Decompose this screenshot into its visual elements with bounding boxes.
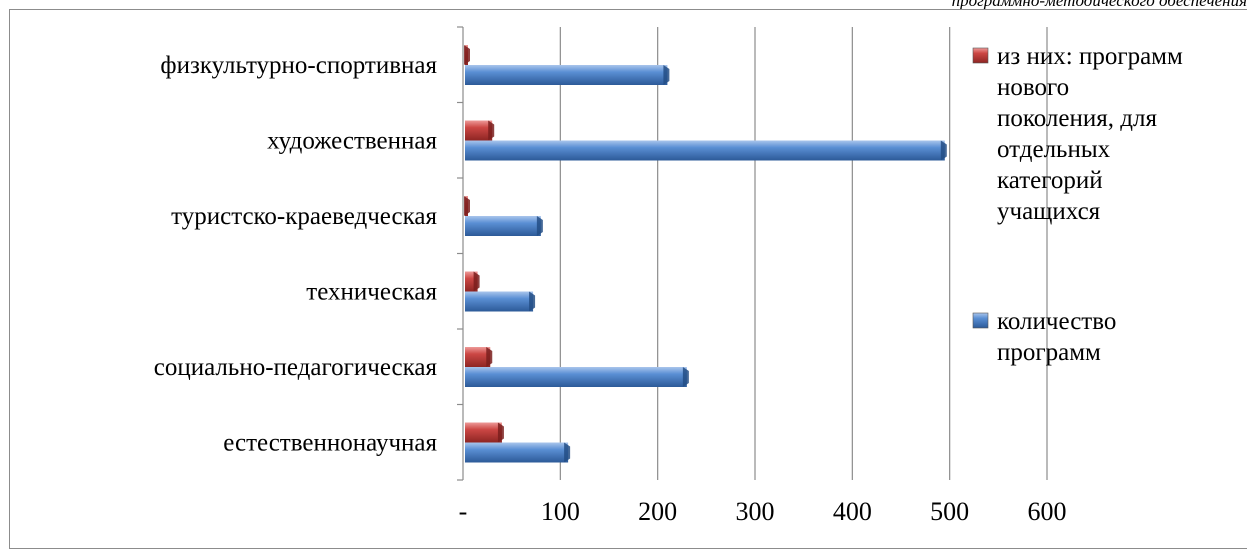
bar-total-4-cap bbox=[682, 367, 689, 387]
bars bbox=[464, 45, 947, 463]
legend-new-text: учащихся bbox=[997, 198, 1101, 225]
bar-new-3-cap bbox=[473, 271, 480, 292]
bar-chart: физкультурно-спортивная художественная тур… bbox=[154, 26, 1183, 526]
category-label-1: художественная bbox=[267, 127, 437, 154]
bar-total-2 bbox=[465, 216, 543, 236]
category-label-5: естественнонаучная bbox=[223, 429, 437, 456]
category-label-2: туристско-краеведческая bbox=[171, 203, 437, 230]
legend-total-swatch bbox=[972, 312, 989, 329]
bar-new-2 bbox=[464, 196, 470, 216]
bar-total-0-face bbox=[465, 65, 668, 85]
category-label-0: физкультурно-спортивная bbox=[160, 52, 437, 79]
x-tick-label-200: 200 bbox=[638, 497, 677, 526]
category-label-4: социально-педагогическая bbox=[154, 354, 438, 381]
bar-total-1-face bbox=[465, 140, 945, 161]
bar-total-2-cap bbox=[536, 216, 543, 236]
bar-new-4-cap bbox=[486, 347, 493, 367]
bar-total-1-cap bbox=[940, 140, 947, 161]
legend-new-text: нового bbox=[997, 74, 1069, 101]
bar-total-5-face bbox=[465, 442, 569, 463]
legend-new-text: отдельных bbox=[997, 136, 1111, 163]
bar-total-3-cap bbox=[529, 291, 536, 312]
bar-total-3-face bbox=[465, 291, 534, 312]
x-tick-label-0: - bbox=[459, 497, 468, 526]
bar-new-4-face bbox=[465, 347, 491, 367]
bar-new-5-cap bbox=[497, 422, 504, 443]
bar-total-0 bbox=[465, 65, 670, 85]
category-label-3: техническая bbox=[306, 278, 437, 305]
axes bbox=[457, 26, 464, 481]
legend-new-text: из них: программ bbox=[997, 43, 1183, 70]
legend: из них: программ нового поколения, для отде… bbox=[972, 43, 1183, 366]
bar-total-2-face bbox=[465, 216, 541, 236]
bar-new-4 bbox=[465, 347, 493, 367]
bar-total-4 bbox=[465, 367, 689, 387]
top-caption: программно-методического обеспечения bbox=[951, 0, 1247, 10]
bar-new-0 bbox=[464, 45, 470, 65]
x-tick-label-600: 600 bbox=[1028, 497, 1067, 526]
x-tick-label-300: 300 bbox=[736, 497, 775, 526]
x-tick-label-400: 400 bbox=[833, 497, 872, 526]
bar-total-0-cap bbox=[663, 65, 670, 85]
bar-total-1 bbox=[465, 140, 947, 161]
legend-new-swatch bbox=[972, 47, 989, 64]
bar-total-5 bbox=[465, 442, 571, 463]
legend-total-text: программ bbox=[997, 339, 1101, 366]
x-tick-label-100: 100 bbox=[541, 497, 580, 526]
x-tick-label-500: 500 bbox=[930, 497, 969, 526]
bar-new-0-cap bbox=[464, 45, 470, 65]
legend-new-text: поколения, для bbox=[997, 105, 1157, 132]
category-labels: физкультурно-спортивная художественная тур… bbox=[154, 52, 438, 457]
bar-new-1-face bbox=[465, 120, 493, 141]
bar-total-3 bbox=[465, 291, 536, 312]
bar-new-1-cap bbox=[488, 120, 495, 141]
bar-new-5-face bbox=[465, 422, 502, 443]
bar-new-5 bbox=[465, 422, 504, 443]
bar-new-2-cap bbox=[464, 196, 470, 216]
bar-total-5-cap bbox=[564, 442, 571, 463]
grid-lines bbox=[559, 27, 1048, 480]
x-tick-labels: - 100 200 300 400 500 600 bbox=[459, 497, 1067, 526]
legend-new-text: категорий bbox=[997, 167, 1103, 194]
bar-new-1 bbox=[465, 120, 495, 141]
bar-new-3 bbox=[465, 271, 480, 292]
legend-total-text: количество bbox=[997, 308, 1116, 335]
bar-total-4-face bbox=[465, 367, 687, 387]
